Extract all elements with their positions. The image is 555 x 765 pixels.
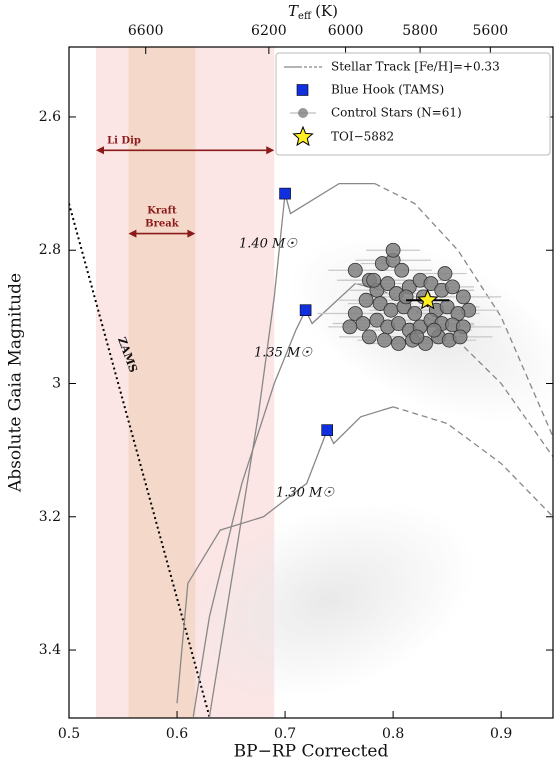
control-star bbox=[377, 332, 392, 348]
legend-target bbox=[292, 125, 314, 147]
control-star bbox=[347, 262, 363, 278]
zams-line bbox=[69, 203, 211, 717]
control-star bbox=[372, 296, 388, 311]
region-label-line: Li Dip bbox=[107, 135, 141, 146]
control-star bbox=[426, 322, 442, 338]
control-star bbox=[394, 262, 410, 278]
legend-blue-hook bbox=[296, 84, 309, 96]
legend-control bbox=[298, 108, 308, 118]
target-star bbox=[416, 288, 439, 310]
legend-label: Stellar Track [Fe/H]=+0.33 bbox=[331, 60, 500, 74]
stellar-track bbox=[176, 406, 394, 704]
y-tick-label: 2.6 bbox=[39, 109, 61, 125]
y-tick-label: 3 bbox=[52, 375, 61, 391]
legend-box bbox=[275, 52, 551, 156]
stellar-track bbox=[208, 182, 375, 717]
plot-area bbox=[69, 47, 553, 718]
control-star bbox=[391, 336, 406, 351]
control-star bbox=[437, 266, 453, 281]
control-star bbox=[409, 329, 425, 345]
control-star bbox=[369, 312, 385, 328]
control-star bbox=[347, 306, 363, 321]
blue-hook-point bbox=[299, 304, 312, 317]
x-tick-label: 0.6 bbox=[166, 726, 188, 742]
teff-subscript: eff bbox=[298, 11, 312, 22]
x-axis-label: BP−RP Corrected bbox=[234, 742, 389, 762]
y-axis-label: Absolute Gaia Magnitude bbox=[6, 273, 26, 493]
region-label: Kraft Break bbox=[145, 205, 180, 229]
x2-tick-label: 5800 bbox=[402, 23, 438, 39]
blue-hook-point bbox=[321, 424, 334, 436]
control-star bbox=[398, 289, 414, 305]
plot-frame bbox=[68, 46, 554, 719]
region bbox=[128, 47, 196, 718]
teff-symbol: T bbox=[288, 2, 299, 20]
control-star bbox=[455, 289, 471, 305]
control-star bbox=[423, 276, 439, 291]
y-tick-label: 3.4 bbox=[39, 642, 61, 658]
region-label-line: Kraft bbox=[147, 205, 177, 216]
legend-label: Control Stars (N=61) bbox=[331, 106, 462, 120]
x2-tick-label: 6600 bbox=[128, 23, 164, 39]
control-star bbox=[355, 316, 371, 331]
x-tick-label: 0.5 bbox=[58, 726, 80, 742]
background-shade bbox=[185, 501, 475, 699]
legend-label: Blue Hook (TAMS) bbox=[331, 83, 444, 97]
teff-unit: (K) bbox=[315, 2, 338, 20]
region-label-line: Break bbox=[145, 218, 180, 229]
control-star bbox=[391, 316, 406, 331]
control-star bbox=[380, 276, 396, 291]
stellar-track bbox=[192, 282, 383, 717]
control-star bbox=[383, 302, 399, 318]
region-label: Li Dip bbox=[107, 135, 141, 146]
mass-label: 1.40 M☉ bbox=[239, 237, 298, 252]
x2-tick-label: 5600 bbox=[473, 23, 509, 39]
control-star bbox=[361, 329, 377, 345]
x-tick-label: 0.7 bbox=[274, 726, 296, 742]
stellar-track bbox=[381, 289, 553, 458]
legend-label: TOI−5882 bbox=[331, 130, 394, 144]
x2-tick-label: 6000 bbox=[328, 23, 364, 39]
control-star bbox=[358, 292, 374, 308]
control-star bbox=[342, 319, 358, 335]
top-axis-label: Teff (K) bbox=[288, 2, 338, 22]
stellar-track bbox=[392, 406, 553, 518]
control-star bbox=[452, 329, 468, 345]
blue-hook-point bbox=[279, 187, 291, 200]
control-star bbox=[445, 279, 460, 295]
control-star bbox=[366, 272, 382, 288]
y-tick-label: 3.2 bbox=[39, 509, 61, 525]
stellar-track bbox=[374, 183, 553, 438]
y-tick-label: 2.8 bbox=[39, 242, 61, 258]
x2-tick-label: 6200 bbox=[251, 23, 287, 39]
x-tick-label: 0.9 bbox=[490, 726, 512, 742]
arrow-head bbox=[128, 229, 196, 238]
x-tick-label: 0.8 bbox=[382, 726, 404, 742]
control-star bbox=[385, 242, 401, 258]
mass-label: 1.30 M☉ bbox=[276, 486, 335, 501]
control-star bbox=[407, 306, 423, 321]
mass-label: 1.35 M☉ bbox=[254, 346, 313, 361]
